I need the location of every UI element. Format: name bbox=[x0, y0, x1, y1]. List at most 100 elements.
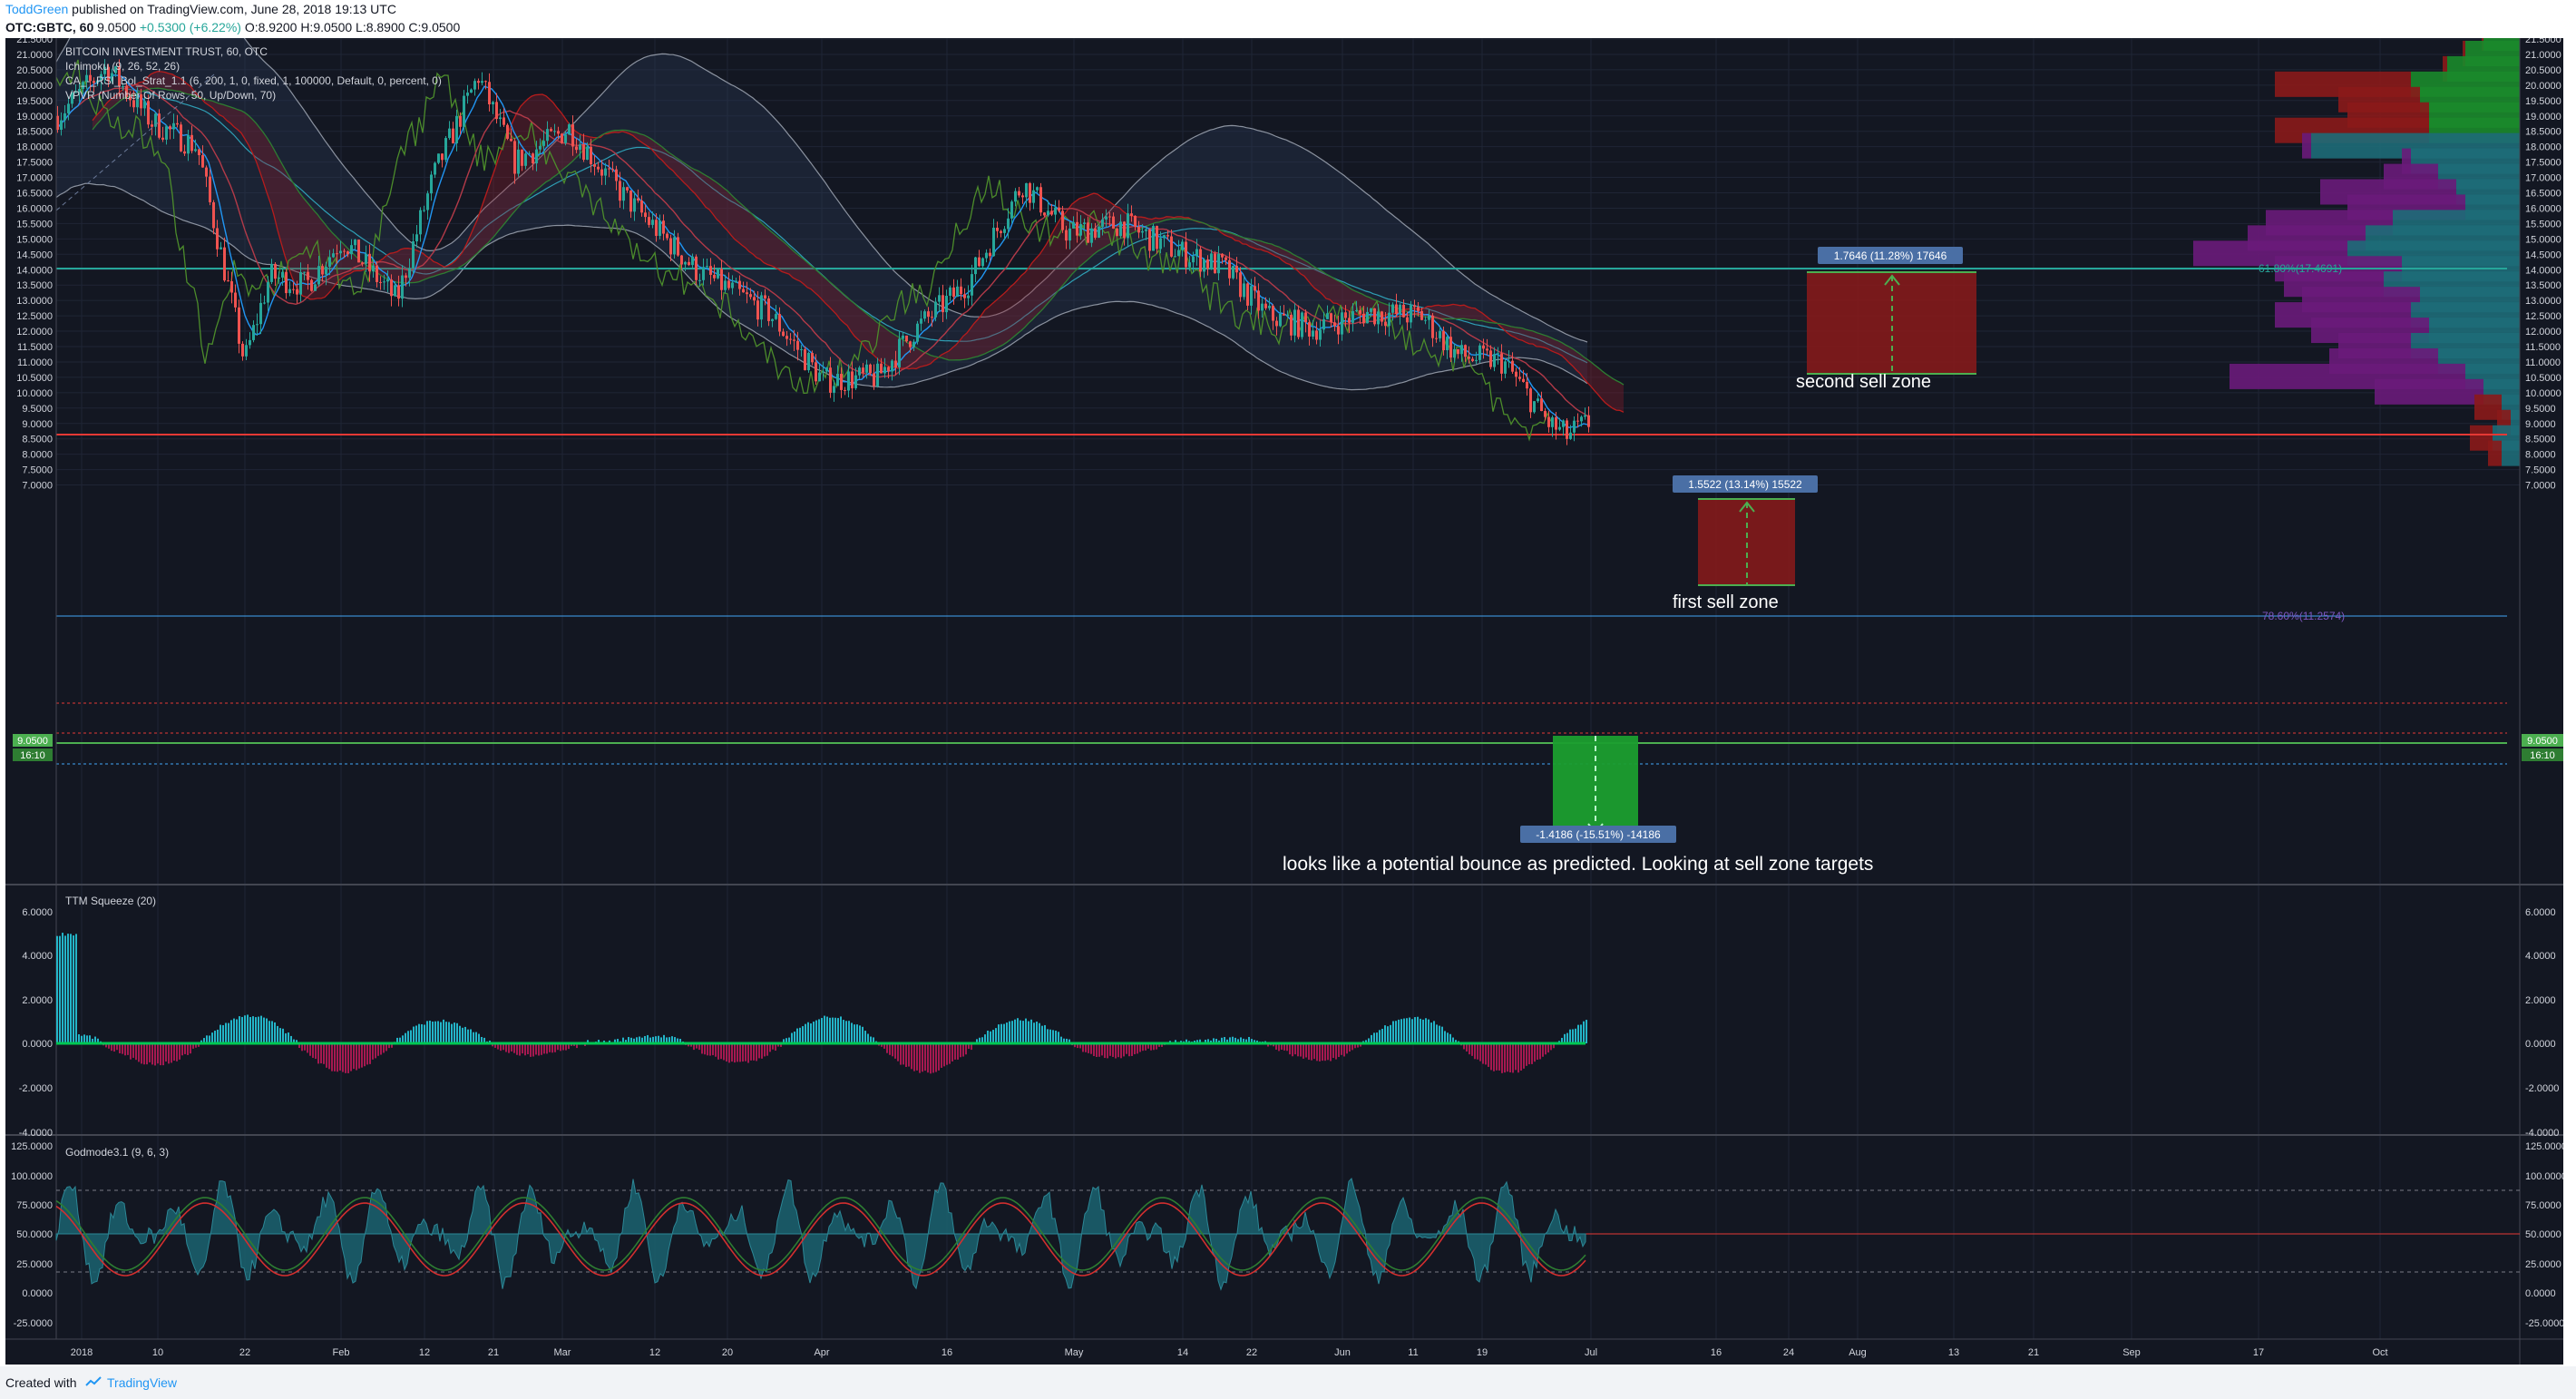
price-tick: 13.0000 bbox=[2525, 296, 2561, 307]
squeeze-histogram bbox=[56, 933, 1587, 1074]
price-tick: 21.5000 bbox=[16, 38, 53, 45]
price-tick: 9.0000 bbox=[2525, 419, 2556, 430]
chart-svg[interactable]: 1.7646 (11.28%) 17646 1.5522 (13.14%) 15… bbox=[5, 38, 2563, 1365]
symbol-label: OTC:GBTC, 60 bbox=[5, 20, 94, 34]
bounce-zone-box[interactable] bbox=[1553, 736, 1638, 836]
squeeze-legend[interactable]: TTM Squeeze (20) bbox=[65, 895, 156, 907]
price-tick: 7.0000 bbox=[2525, 481, 2556, 492]
time-tick: Oct bbox=[2372, 1347, 2387, 1358]
time-tick: 11 bbox=[1408, 1347, 1418, 1358]
time-tick: 22 bbox=[239, 1347, 250, 1358]
time-tick: 20 bbox=[722, 1347, 733, 1358]
annotation-text: looks like a potential bounce as predict… bbox=[1283, 854, 1873, 875]
time-tick: Jun bbox=[1334, 1347, 1351, 1358]
price-tick: 13.0000 bbox=[16, 296, 53, 307]
godmode-signal-green bbox=[55, 1197, 1586, 1271]
godmode-tick: 25.0000 bbox=[2525, 1259, 2561, 1270]
price-tick: 7.5000 bbox=[2525, 465, 2556, 476]
price-tick: 7.5000 bbox=[22, 465, 53, 476]
price-tick: 15.0000 bbox=[2525, 234, 2561, 245]
tradingview-logo-icon[interactable] bbox=[85, 1376, 102, 1389]
price-tick: 16.0000 bbox=[16, 203, 53, 214]
time-tick: 16 bbox=[942, 1347, 952, 1358]
time-tick: Sep bbox=[2122, 1347, 2141, 1358]
price-tick: 12.5000 bbox=[16, 311, 53, 322]
price-tick: 11.0000 bbox=[2525, 357, 2561, 368]
footer-created-with: Created with bbox=[5, 1375, 77, 1390]
godmode-legend[interactable]: Godmode3.1 (9, 6, 3) bbox=[65, 1146, 169, 1159]
squeeze-tick: 0.0000 bbox=[2525, 1039, 2556, 1050]
time-tick: 19 bbox=[1477, 1347, 1488, 1358]
publish-line: ToddGreen published on TradingView.com, … bbox=[5, 2, 396, 16]
price-tick: 8.0000 bbox=[2525, 450, 2556, 461]
first-sell-zone-box[interactable] bbox=[1698, 498, 1795, 586]
price-tick: 10.5000 bbox=[16, 373, 53, 384]
legend-ichimoku[interactable]: Ichimoku (9, 26, 52, 26) bbox=[65, 60, 180, 73]
time-tick: 12 bbox=[419, 1347, 430, 1358]
godmode-tick: 100.0000 bbox=[2525, 1171, 2563, 1182]
time-tick: Feb bbox=[333, 1347, 350, 1358]
price-tick: 14.0000 bbox=[2525, 265, 2561, 276]
godmode-tick: 125.0000 bbox=[2525, 1141, 2563, 1152]
chart-area[interactable]: 1.7646 (11.28%) 17646 1.5522 (13.14%) 15… bbox=[5, 38, 2563, 1365]
godmode-tick: 0.0000 bbox=[22, 1288, 53, 1299]
godmode-tick: 25.0000 bbox=[16, 1259, 53, 1270]
price-tick: 11.5000 bbox=[17, 342, 53, 353]
squeeze-tick: 2.0000 bbox=[22, 995, 53, 1006]
price-tick: 15.5000 bbox=[2525, 219, 2561, 230]
godmode-pane[interactable]: Godmode3.1 (9, 6, 3) bbox=[55, 1146, 2520, 1291]
time-tick: 16 bbox=[1711, 1347, 1722, 1358]
price-tick: 15.5000 bbox=[16, 219, 53, 230]
chart-header: ToddGreen published on TradingView.com, … bbox=[0, 0, 2576, 40]
legend-symbol[interactable]: BITCOIN INVESTMENT TRUST, 60, OTC bbox=[65, 45, 268, 58]
price-tick: 10.0000 bbox=[2525, 388, 2561, 399]
price-tick: 18.5000 bbox=[2525, 127, 2561, 138]
squeeze-tick: 4.0000 bbox=[22, 951, 53, 962]
price-tick: 16.0000 bbox=[2525, 203, 2561, 214]
price-tick: 19.0000 bbox=[2525, 112, 2561, 122]
price-tick: 18.0000 bbox=[2525, 142, 2561, 153]
level-lines bbox=[56, 268, 2507, 765]
right-price-axis[interactable]: 21.5000 21.0000 20.5000 20.0000 19.5000 19.00… bbox=[2525, 38, 2563, 1329]
godmode-tick: 75.0000 bbox=[16, 1200, 53, 1211]
time-tick: 10 bbox=[152, 1347, 163, 1358]
left-price-axis[interactable]: 21.5000 21.0000 20.5000 20.0000 19.5000 19.00… bbox=[11, 38, 53, 1329]
price-tick: 20.0000 bbox=[16, 81, 53, 92]
price-tick: 20.0000 bbox=[2525, 81, 2561, 92]
footer-brand-link[interactable]: TradingView bbox=[107, 1375, 178, 1390]
price-tick: 9.0000 bbox=[22, 419, 53, 430]
price-tick: 12.0000 bbox=[16, 327, 53, 338]
squeeze-tick: -4.0000 bbox=[19, 1128, 53, 1139]
trend-line[interactable] bbox=[55, 73, 215, 211]
main-legend: BITCOIN INVESTMENT TRUST, 60, OTC Ichimo… bbox=[65, 45, 442, 102]
time-tick: Mar bbox=[554, 1347, 571, 1358]
first-sell-zone-text: first sell zone bbox=[1673, 592, 1779, 612]
legend-rsi-bol[interactable]: CA_-_RSI_Bol_Strat_1.1 (6, 200, 1, 0, fi… bbox=[65, 74, 442, 87]
measure-first-label-bg bbox=[1673, 475, 1818, 493]
time-tick: 14 bbox=[1177, 1347, 1188, 1358]
time-tick: Apr bbox=[814, 1347, 829, 1358]
price-tick: 10.5000 bbox=[2525, 373, 2561, 384]
squeeze-tick: 4.0000 bbox=[2525, 951, 2556, 962]
squeeze-tick: 2.0000 bbox=[2525, 995, 2556, 1006]
price-tick: 8.5000 bbox=[2525, 435, 2556, 445]
ttm-squeeze-pane[interactable]: TTM Squeeze (20) bbox=[56, 895, 1587, 1074]
price-tick: 9.5000 bbox=[2525, 404, 2556, 415]
time-axis[interactable]: 2018 10 22 Feb 12 21 Mar 12 20 Apr 16 May 14 22 Jun 11 1… bbox=[71, 1347, 2388, 1358]
price-tick: 8.5000 bbox=[22, 435, 53, 445]
price-tick: 18.5000 bbox=[16, 127, 53, 138]
measure-second-label: 1.7646 (11.28%) 17646 bbox=[1834, 249, 1947, 262]
godmode-signal-red bbox=[55, 1202, 1586, 1277]
legend-vpvr[interactable]: VPVR (Number Of Rows, 50, Up/Down, 70) bbox=[65, 89, 276, 102]
author-link[interactable]: ToddGreen bbox=[5, 2, 69, 16]
time-tick: Aug bbox=[1849, 1347, 1867, 1358]
price-tick: 14.0000 bbox=[16, 265, 53, 276]
second-sell-zone-box[interactable] bbox=[1807, 271, 1976, 375]
godmode-tick: 125.0000 bbox=[11, 1141, 53, 1152]
time-tick: 21 bbox=[488, 1347, 499, 1358]
godmode-wave bbox=[55, 1177, 1586, 1291]
price-tick: 17.0000 bbox=[2525, 173, 2561, 184]
grid-lines bbox=[56, 38, 2520, 1339]
badge-last-left: 9.0500 bbox=[17, 736, 48, 747]
price-tick: 19.5000 bbox=[2525, 96, 2561, 107]
